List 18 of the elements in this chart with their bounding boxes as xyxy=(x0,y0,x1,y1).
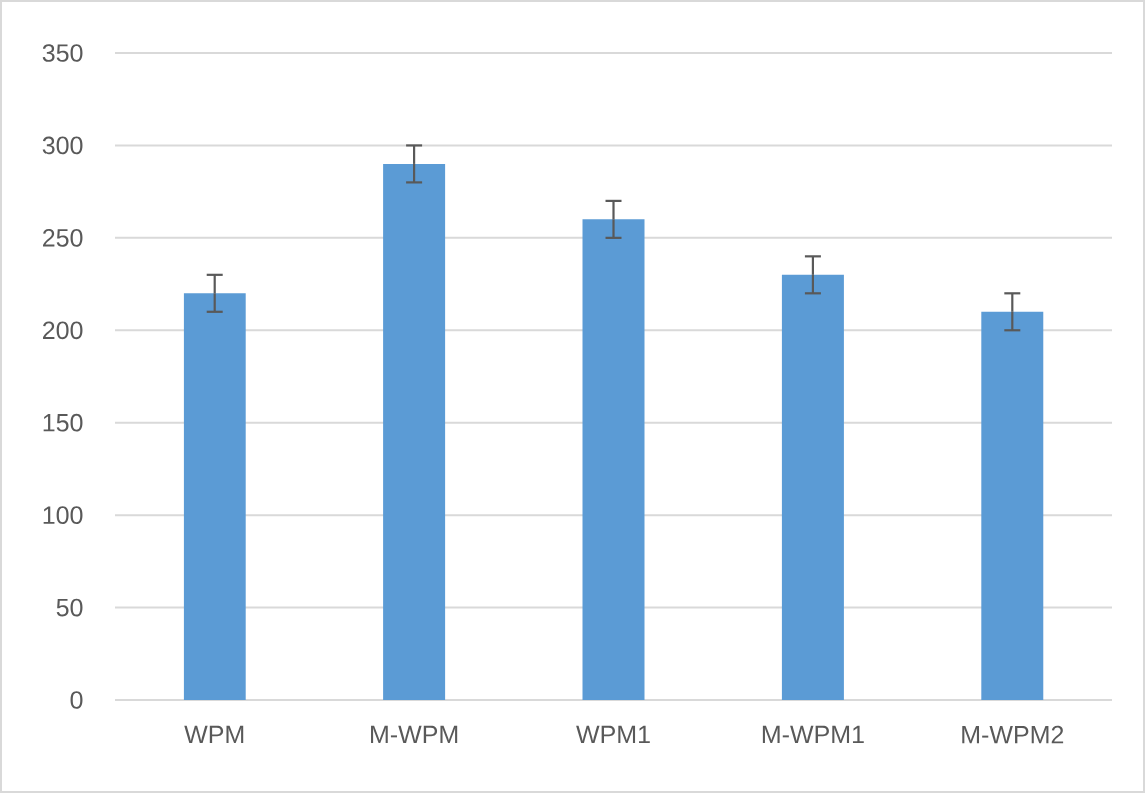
y-tick-label: 50 xyxy=(56,598,83,617)
x-tick-label: M-WPM1 xyxy=(762,725,864,743)
x-tick-label: WPM1 xyxy=(576,725,650,743)
x-tick-label: M-WPM xyxy=(371,725,458,743)
y-tick-label: 150 xyxy=(43,413,83,432)
x-tick-label: WPM xyxy=(184,725,244,743)
bar xyxy=(781,274,844,700)
y-tick-label: 300 xyxy=(42,136,83,155)
bar xyxy=(383,163,446,700)
y-tick-label: 100 xyxy=(43,506,83,524)
y-tick-label: 200 xyxy=(43,321,83,340)
x-tick-label: M-WPM2 xyxy=(962,725,1064,744)
bar xyxy=(582,219,645,700)
bar xyxy=(981,311,1044,700)
y-tick-label: 0 xyxy=(70,691,83,709)
y-tick-label: 250 xyxy=(43,229,83,247)
y-tick-label: 350 xyxy=(42,44,83,62)
bar xyxy=(183,293,246,700)
